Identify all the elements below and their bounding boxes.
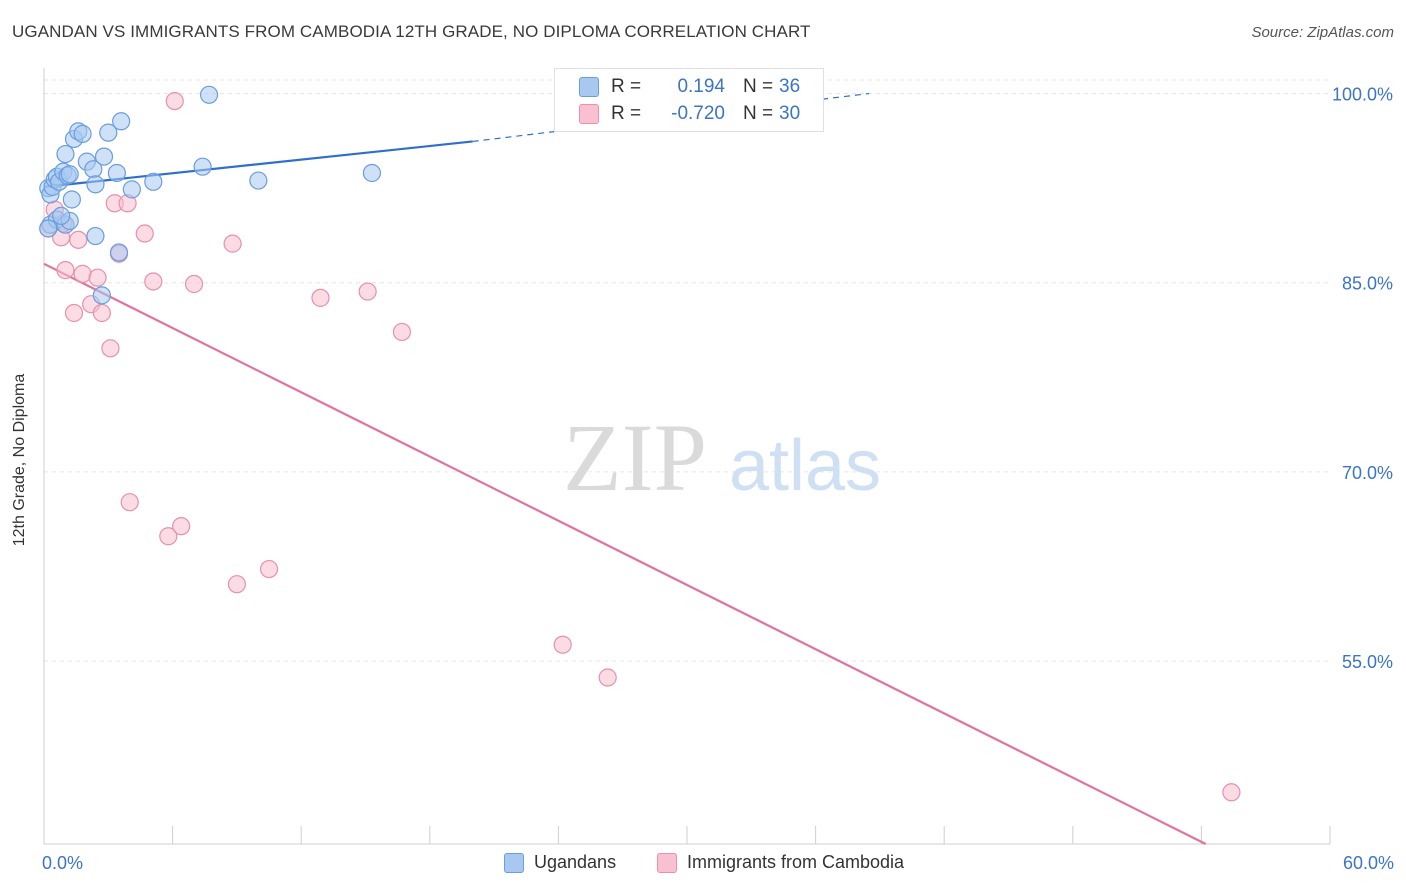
point-cambodia: [101, 339, 120, 358]
y-axis-title: 12th Grade, No Diploma: [11, 373, 28, 547]
point-ugandans: [86, 226, 105, 246]
point-cambodia: [165, 91, 184, 111]
legend-row-ugandans: R = 0.194 N = 36: [579, 75, 800, 99]
point-cambodia: [88, 268, 107, 287]
point-ugandans: [52, 206, 71, 225]
y-tick-label: 70.0%: [1342, 463, 1393, 483]
point-cambodia: [553, 635, 572, 654]
bottom-legend-label-ugandans: Ugandans: [534, 852, 617, 872]
bottom-legend-swatch-ugandans: [504, 852, 524, 873]
y-tick-label: 85.0%: [1342, 274, 1393, 294]
bottom-legend-swatch-cambodia: [657, 852, 677, 873]
r-label: R =: [611, 103, 642, 124]
trend-line-cambodia: [43, 262, 1207, 845]
point-ugandans: [112, 112, 131, 131]
bottom-legend-cambodia: Immigrants from Cambodia: [657, 852, 904, 873]
point-cambodia: [172, 517, 191, 536]
point-cambodia: [392, 322, 412, 342]
point-cambodia: [92, 303, 111, 323]
point-ugandans: [62, 190, 81, 209]
point-cambodia: [184, 274, 204, 294]
point-cambodia: [223, 234, 242, 253]
x-tick-label-min: 0.0%: [42, 853, 84, 873]
source-credit: Source: ZipAtlas.com: [1251, 24, 1394, 41]
point-cambodia: [56, 261, 75, 280]
watermark-atlas: atlas: [729, 426, 881, 506]
point-ugandans: [109, 243, 129, 262]
point-ugandans: [107, 163, 126, 183]
point-cambodia: [73, 264, 92, 283]
r-value-ugandans: 0.194: [677, 76, 725, 97]
watermark: ZIP atlas: [563, 404, 881, 511]
point-ugandans: [199, 85, 219, 104]
point-ugandans: [39, 219, 58, 238]
point-cambodia: [120, 493, 139, 512]
bottom-legend-label-cambodia: Immigrants from Cambodia: [687, 852, 905, 872]
point-cambodia: [358, 282, 377, 301]
r-value-cambodia: -0.720: [671, 103, 725, 124]
n-label: N =: [743, 103, 774, 124]
legend-swatch-cambodia: [579, 104, 599, 124]
point-cambodia: [144, 272, 163, 291]
x-tick-label-max: 60.0%: [1342, 853, 1394, 873]
point-cambodia: [64, 303, 84, 323]
point-ugandans: [122, 180, 141, 199]
point-ugandans: [86, 175, 105, 194]
point-cambodia: [227, 575, 246, 594]
point-ugandans: [362, 163, 382, 183]
r-label: R =: [611, 76, 642, 97]
n-label: N =: [743, 76, 774, 97]
point-cambodia: [311, 288, 330, 307]
point-cambodia: [259, 559, 279, 579]
point-cambodia: [1222, 783, 1241, 802]
legend-row-cambodia: R = -0.720 N = 30: [579, 102, 800, 126]
chart-title: UGANDAN VS IMMIGRANTS FROM CAMBODIA 12TH…: [12, 22, 811, 41]
point-cambodia: [135, 224, 154, 243]
point-ugandans: [94, 147, 114, 166]
point-ugandans: [73, 124, 92, 143]
point-cambodia: [598, 668, 617, 687]
point-ugandans: [144, 172, 163, 191]
point-cambodia: [159, 527, 178, 546]
y-tick-labels: 55.0% 70.0% 85.0% 100.0%: [1332, 85, 1393, 673]
legend-swatch-ugandans: [579, 77, 599, 97]
n-value-ugandans: 36: [779, 76, 801, 97]
y-tick-label: 55.0%: [1342, 652, 1393, 672]
point-ugandans: [193, 157, 212, 176]
bottom-legend-ugandans: Ugandans: [504, 852, 616, 873]
point-cambodia: [69, 230, 88, 249]
point-ugandans: [92, 286, 111, 305]
point-ugandans: [249, 171, 268, 190]
data-points: [39, 85, 1241, 802]
correlation-legend: R = 0.194 N = 36 R = -0.720 N = 30: [554, 68, 824, 132]
point-ugandans: [56, 144, 75, 164]
point-ugandans: [99, 123, 118, 142]
y-tick-label: 100.0%: [1332, 85, 1393, 105]
point-ugandans: [60, 165, 79, 184]
watermark-zip: ZIP: [563, 404, 707, 511]
n-value-cambodia: 30: [779, 103, 801, 124]
